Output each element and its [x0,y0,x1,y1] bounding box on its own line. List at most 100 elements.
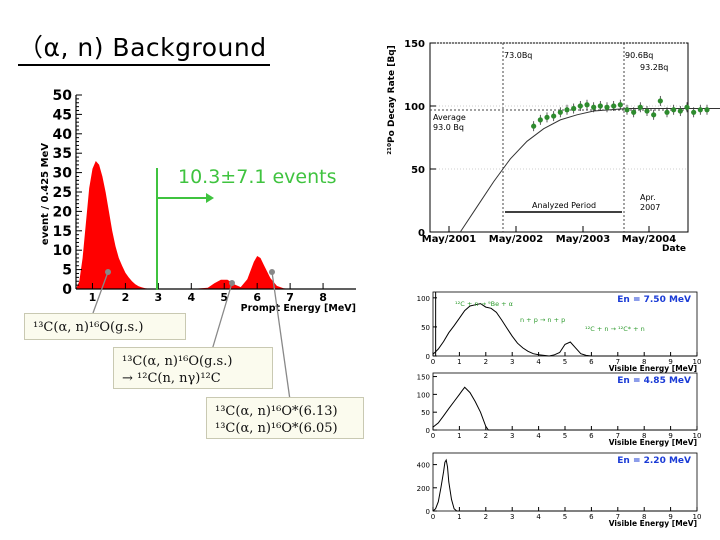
decay-point [644,108,650,114]
spectrum-x-tick-label: 5 [563,432,567,440]
decay-point [604,104,610,110]
reaction-label-3: ¹²C + n → ¹²C* + n [585,325,645,333]
spectrum-x-tick-label: 9 [668,513,672,521]
decay-x-label: Date [662,244,686,254]
decay-point [591,104,597,110]
pointer-line-3 [271,271,291,401]
callout-ground-state-neutron: ¹³C(α, n)¹⁶O(g.s.) → ¹²C(n, nγ)¹²C [113,347,273,389]
decay-point [671,107,677,113]
spectrum-y-tick-label: 400 [417,462,430,470]
decay-grid [430,42,688,170]
spectrum-curve [432,458,697,512]
average-label: Average [433,113,466,122]
spectrum-y-tick-label: 0 [62,282,72,298]
decay-point [624,107,630,113]
spectrum-y-tick-label: 50 [421,409,430,417]
decay-x-tick-label: May/2002 [489,234,543,245]
title-underline [18,64,270,66]
spectrum-x-label: Visible Energy [MeV] [609,519,697,528]
callout-2-line-1: ¹³C(α, n)¹⁶O(g.s.) [122,354,233,369]
spectrum-x-tick-label: 5 [563,358,567,366]
spectrum-y-tick-label: 45 [53,107,72,123]
decay-point [677,108,683,114]
callout-1-line-1: ¹³C(α, n)¹⁶O(g.s.) [33,320,144,335]
spectrum-x-label: Visible Energy [MeV] [609,438,697,447]
spectrum-x-tick-label: 9 [668,432,672,440]
decay-point [584,102,590,108]
spectrum-y-tick-label: 40 [53,127,73,143]
start-rate-label: 73.0Bq [504,51,532,60]
decay-x-tick-label: May/2004 [622,234,676,245]
spectrum-y-tick-label: 200 [417,485,430,493]
spectrum-x-tick-label: 3 [510,358,514,366]
spectrum-legend: En = 7.50 MeV [617,295,691,305]
spectrum-y-tick-label: 100 [417,295,430,303]
callout-2-line-2: → ¹²C(n, nγ)¹²C [122,371,221,386]
spectrum-x-tick-label: 8 [642,513,646,521]
decay-point [697,107,703,113]
analyzed-period-label: Analyzed Period [532,201,596,210]
spectrum-x-tick-label: 10 [693,358,702,366]
decay-point [657,98,663,104]
spectrum-x-tick-label: 8 [319,291,327,304]
spectrum-x-tick-label: 3 [155,291,163,304]
decay-point [704,107,710,113]
callout-ground-state: ¹³C(α, n)¹⁶O(g.s.) [24,313,186,340]
spectrum-y-tick-label: 30 [53,166,73,182]
decay-point [651,112,657,118]
spectrum-x-tick-label: 4 [536,513,541,521]
slide-title: （α, n) Background [18,33,267,62]
decay-points [531,95,710,132]
decay-y-label: ²¹⁰Po Decay Rate [Bq] [387,45,397,155]
spectrum-x-tick-label: 5 [220,291,228,304]
spectrum-y-tick-label: 0 [426,508,430,516]
spectrum-frame [432,452,698,512]
spectrum-x-tick-label: 2 [484,513,488,521]
spectrum-x-tick-label: 6 [589,513,594,521]
spectrum-y-tick-label: 50 [421,324,430,332]
spectrum-frame [432,291,698,357]
spectrum-y-tick-label: 150 [417,374,430,382]
spectrum-x-tick-label: 0 [431,358,435,366]
spectrum-x-tick-label: 3 [510,432,514,440]
spectrum-x-tick-label: 8 [642,432,646,440]
spectrum-x-tick-label: 4 [536,432,541,440]
spectrum-y-tick-label: 10 [53,243,73,259]
spectrum-x-tick-label: 1 [89,291,97,304]
spectrum-background [0,95,357,295]
spectrum-x-tick-label: 10 [693,432,702,440]
end-rate-label-2: 93.2Bq [640,63,668,72]
average-value: 93.0 Bq [433,123,464,132]
spectrum-x-tick-label: 10 [693,513,702,521]
pointer-dot-1 [105,269,111,275]
spectrum-x-tick-label: 6 [589,432,594,440]
spectrum-y-tick-label: 20 [53,204,73,220]
spectrum-x-tick-label: 2 [122,291,130,304]
events-annotation: 10.3±7.1 events [178,166,337,188]
spectrum-fill [76,161,356,289]
decay-y-tick-label: 150 [404,39,425,50]
spectrum-x-tick-label: 6 [589,358,594,366]
spectrum-frame [432,372,698,431]
spectrum-x-tick-label: 3 [510,513,514,521]
reaction-label-1: ¹²C + n → ⁹Be + α [455,300,513,308]
spectrum-y-tick-label: 0 [426,353,430,361]
spectrum-x-tick-label: 9 [668,358,672,366]
spectrum-x-tick-label: 2 [484,432,488,440]
decay-point [611,103,617,109]
decay-point [571,105,577,112]
spectrum-x-tick-label: 7 [616,513,620,521]
decay-fit-curve [459,108,720,233]
decay-point [544,114,550,120]
decay-point [617,102,623,108]
decay-point [664,109,670,115]
decay-x-tick-label: May/2003 [556,234,610,245]
spectrum-x-tick-label: 1 [457,513,461,521]
decay-point [564,107,570,113]
end-month-label: Apr. [640,193,656,202]
pointer-dot-3 [269,269,275,275]
